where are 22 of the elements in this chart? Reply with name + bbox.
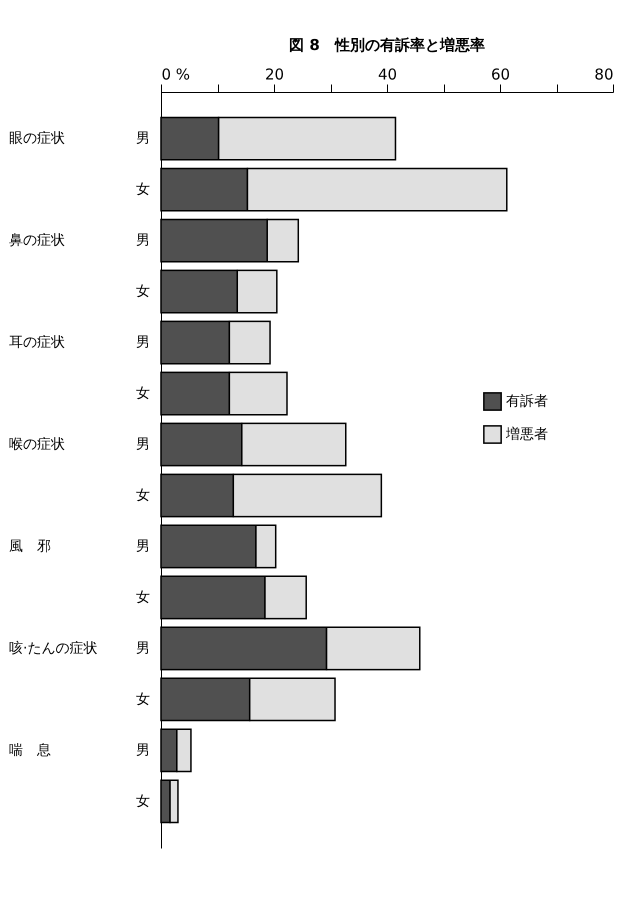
x-tick-label: 60 — [490, 66, 510, 84]
chart-title: 図 8 性別の有訴率と増悪率 — [289, 36, 485, 54]
x-tick-label: 20 — [264, 66, 284, 84]
category-label: 喉の症状 男 — [9, 436, 150, 453]
legend-label: 増悪者 — [505, 426, 548, 442]
category-label: 風 邪 男 — [9, 538, 150, 554]
category-label: 眼の症状 男 — [9, 130, 150, 147]
y-tick-label: 女 — [136, 284, 150, 300]
y-tick-label: 女 — [136, 589, 150, 606]
category-label: 耳の症状 男 — [9, 334, 150, 351]
legend-label: 有訴者 — [506, 394, 548, 410]
category-label: 鼻の症状 男 — [9, 232, 150, 249]
category-label: 喘 息 男 — [9, 742, 150, 758]
x-tick-label: 40 — [378, 66, 398, 84]
x-tick-label: 0 % — [162, 66, 190, 84]
y-tick-label: 女 — [136, 691, 150, 708]
y-tick-label: 女 — [136, 182, 150, 198]
y-tick-label: 女 — [136, 386, 150, 402]
y-tick-label: 女 — [136, 793, 150, 810]
y-tick-label: 女 — [136, 487, 150, 504]
category-label: 咳·たんの症状 男 — [9, 640, 150, 656]
x-tick-label: 80 — [594, 66, 614, 84]
